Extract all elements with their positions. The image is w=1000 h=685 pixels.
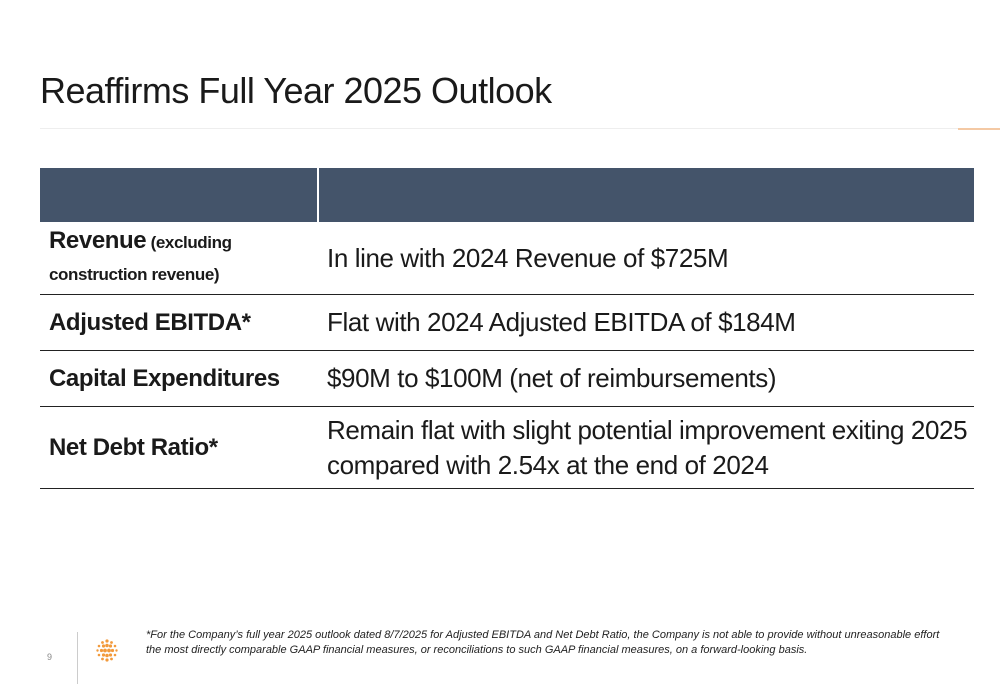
table-row-adjusted-ebitda: Adjusted EBITDA* Flat with 2024 Adjusted…	[40, 295, 974, 351]
row-label-main: Revenue	[49, 227, 147, 254]
footer-divider	[77, 632, 78, 684]
footnote: *For the Company’s full year 2025 outloo…	[146, 629, 940, 656]
title-divider	[40, 128, 960, 129]
table-row-net-debt-ratio: Net Debt Ratio* Remain flat with slight …	[40, 407, 974, 489]
outlook-table: Revenue (excluding construction revenue)…	[40, 168, 974, 489]
orange-dotted-sphere-logo-icon	[96, 639, 118, 662]
row-value: Flat with 2024 Adjusted EBITDA of $184M	[327, 307, 796, 337]
row-label: Net Debt Ratio*	[49, 433, 218, 461]
row-value: $90M to $100M (net of reimbursements)	[327, 363, 777, 393]
accent-divider	[958, 128, 1000, 130]
row-label-note: (excluding construction revenue)	[49, 233, 232, 284]
row-label: Adjusted EBITDA*	[49, 308, 251, 336]
row-label: Revenue (excluding construction revenue)	[40, 226, 319, 290]
page-number: 9	[47, 652, 53, 662]
table-row-capital-expenditures: Capital Expenditures $90M to $100M (net …	[40, 351, 974, 407]
header-cell-outlook	[319, 168, 974, 222]
table-row-revenue: Revenue (excluding construction revenue)…	[40, 222, 974, 295]
slide-title: Reaffirms Full Year 2025 Outlook	[40, 70, 552, 111]
table-header-band	[40, 168, 974, 222]
row-value: In line with 2024 Revenue of $725M	[327, 242, 729, 273]
row-value: Remain flat with slight potential improv…	[327, 414, 968, 480]
row-label: Capital Expenditures	[49, 364, 280, 392]
header-cell-metric	[40, 168, 319, 222]
